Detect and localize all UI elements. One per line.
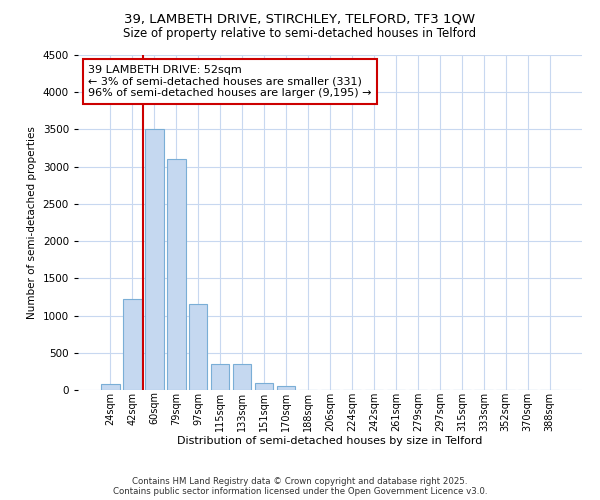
Text: Size of property relative to semi-detached houses in Telford: Size of property relative to semi-detach… bbox=[124, 28, 476, 40]
Bar bbox=[123, 299, 142, 390]
Bar bbox=[255, 382, 274, 390]
Bar bbox=[211, 364, 229, 390]
Bar bbox=[189, 304, 208, 390]
X-axis label: Distribution of semi-detached houses by size in Telford: Distribution of semi-detached houses by … bbox=[178, 436, 482, 446]
Bar bbox=[277, 386, 295, 390]
Text: 39, LAMBETH DRIVE, STIRCHLEY, TELFORD, TF3 1QW: 39, LAMBETH DRIVE, STIRCHLEY, TELFORD, T… bbox=[124, 12, 476, 26]
Y-axis label: Number of semi-detached properties: Number of semi-detached properties bbox=[27, 126, 37, 319]
Bar bbox=[233, 364, 251, 390]
Bar bbox=[145, 130, 164, 390]
Text: 39 LAMBETH DRIVE: 52sqm
← 3% of semi-detached houses are smaller (331)
96% of se: 39 LAMBETH DRIVE: 52sqm ← 3% of semi-det… bbox=[88, 65, 371, 98]
Bar bbox=[167, 159, 185, 390]
Bar bbox=[101, 384, 119, 390]
Text: Contains HM Land Registry data © Crown copyright and database right 2025.
Contai: Contains HM Land Registry data © Crown c… bbox=[113, 476, 487, 496]
